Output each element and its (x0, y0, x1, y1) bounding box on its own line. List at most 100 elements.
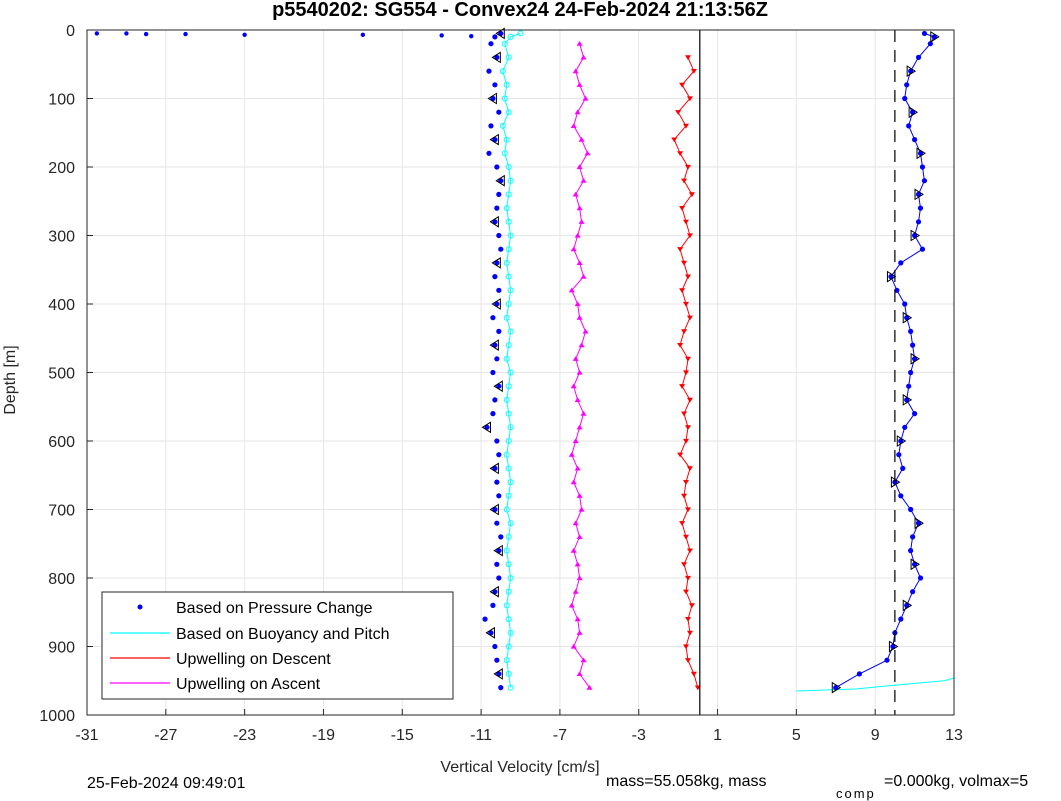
buoyancy-marker (505, 342, 512, 349)
chart-title: p5540202: SG554 - Convex24 24-Feb-2024 2… (272, 0, 768, 21)
buoyancy-marker (505, 109, 512, 116)
descent-marker (683, 438, 690, 444)
ascent-marker (582, 95, 589, 101)
pressure-dive-dot (488, 41, 494, 47)
ascent-marker (576, 493, 583, 498)
climb-direction-marker (888, 640, 899, 653)
descent-marker (679, 384, 686, 389)
ascent-marker (576, 260, 583, 265)
descent-marker (683, 480, 690, 485)
data-series (94, 27, 955, 694)
dive-direction-marker (481, 421, 492, 434)
descent-marker (684, 658, 691, 663)
ascent-marker (580, 657, 587, 663)
buoyancy-marker (505, 670, 512, 677)
buoyancy-marker (505, 410, 512, 417)
ascent-marker (586, 684, 593, 690)
buoyancy-marker (507, 629, 514, 636)
y-axis-label: Depth [m] (2, 345, 19, 414)
ascent-marker (570, 246, 577, 252)
pressure-surface-dot (94, 31, 100, 36)
descent-marker (684, 274, 691, 280)
descent-marker (679, 206, 686, 211)
dive-direction-marker (489, 339, 499, 352)
buoyancy-marker (505, 465, 512, 472)
ascent-marker (576, 424, 583, 430)
ascent-marker (570, 123, 577, 128)
ascent-marker (580, 410, 587, 416)
legend-label-ascent: Upwelling on Ascent (176, 676, 321, 693)
buoyancy-marker (503, 506, 510, 513)
pressure-dive-dot (492, 82, 498, 88)
ascent-marker (570, 643, 577, 649)
y-tick-label: 800 (48, 571, 75, 588)
buoyancy-marker (505, 383, 512, 390)
pressure-dive-dot (490, 315, 496, 321)
ascent-marker (574, 109, 581, 115)
dive-direction-marker (491, 51, 501, 64)
pressure-dive-dot (496, 109, 502, 115)
dive-direction-marker (487, 92, 497, 105)
climb-direction-marker (914, 188, 924, 201)
reference-lines (699, 30, 896, 715)
descent-marker (686, 466, 693, 472)
descent-marker (681, 562, 688, 567)
pressure-dive-dot (496, 575, 502, 581)
pressure-dive-dot (488, 630, 494, 636)
dive-direction-marker (495, 27, 505, 40)
x-axis-label: Vertical Velocity [cm/s] (440, 759, 599, 776)
climb-direction-marker (914, 517, 924, 530)
buoyancy-marker (505, 273, 512, 280)
ascent-marker (570, 547, 577, 553)
buoyancy-marker (503, 355, 510, 362)
buoyancy-marker (501, 95, 508, 102)
buoyancy-marker (505, 438, 512, 444)
pressure-dive-dot (498, 30, 504, 37)
buoyancy-marker (499, 122, 506, 129)
pressure-surface-dot (360, 32, 366, 37)
legend-marker-pressure (137, 604, 143, 610)
climb-direction-marker (902, 599, 913, 612)
descent-marker (686, 315, 693, 321)
legend-label-pressure: Based on Pressure Change (176, 600, 373, 617)
descent-marker (683, 644, 690, 650)
ascent-marker (576, 630, 583, 635)
ascent-marker (576, 82, 583, 87)
ascent-marker (580, 178, 587, 183)
climb-direction-marker (910, 352, 921, 365)
climb-direction-marker (910, 229, 921, 242)
dive-direction-marker (485, 626, 495, 639)
ascent-marker (578, 219, 585, 224)
descent-marker (686, 548, 693, 554)
buoyancy-marker (517, 30, 524, 37)
dive-direction-marker (489, 462, 499, 475)
descent-marker (686, 96, 693, 102)
descent-marker (681, 260, 688, 266)
pressure-dive-dot (494, 205, 500, 211)
dive-direction-marker (493, 380, 503, 393)
descent-marker (679, 521, 686, 526)
pressure-dive-dot (492, 397, 498, 403)
descent-marker (683, 301, 690, 307)
footer-date: 25-Feb-2024 09:49:01 (87, 775, 245, 792)
buoyancy-marker (503, 396, 510, 403)
ascent-marker (568, 602, 575, 608)
ascent-marker (580, 54, 587, 60)
buoyancy-marker (507, 575, 514, 581)
pressure-dive-dot (496, 452, 502, 458)
buoyancy-marker (505, 164, 512, 170)
dive-direction-marker (489, 215, 499, 228)
buoyancy-marker (505, 191, 512, 198)
descent-marker (686, 397, 693, 403)
legend-label-descent: Upwelling on Descent (176, 651, 331, 668)
descent-marker (677, 247, 684, 252)
buoyancy-marker (507, 520, 514, 527)
descent-marker (683, 589, 690, 595)
descent-marker (686, 233, 693, 239)
buoyancy-marker (505, 616, 512, 623)
buoyancy-marker (503, 81, 510, 88)
ascent-marker (572, 438, 579, 444)
descent-marker (671, 137, 678, 143)
ascent-marker (574, 397, 581, 402)
axis-ticks: -31 -27 -23 -19 -15 -11 -7 -3 1 5 9 130100200300400… (39, 23, 963, 744)
